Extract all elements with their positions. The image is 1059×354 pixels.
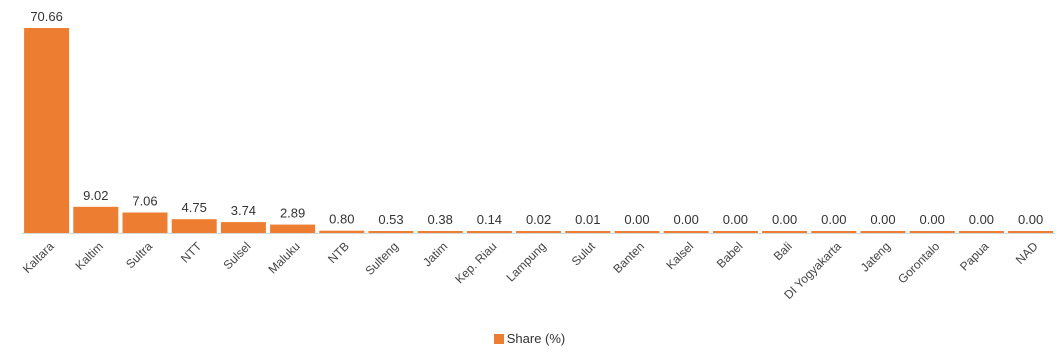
value-label: 0.00	[1018, 212, 1043, 227]
value-label: 0.53	[378, 212, 403, 227]
bar-chart: 70.66 9.02 7.06 4.75 3.74 2.89 0.80 0.53 0.38 0.1…	[20, 9, 1056, 302]
category-label: Babel	[714, 239, 746, 271]
bar-ntb	[319, 230, 365, 233]
bar-gorontalo	[909, 231, 955, 233]
value-label: 0.00	[870, 212, 895, 227]
bar-kep-riau	[466, 231, 512, 233]
value-label: 0.00	[821, 212, 846, 227]
category-label: Lampung	[503, 239, 548, 284]
category-label: Sulsel	[221, 239, 254, 272]
bar-papua	[958, 231, 1004, 233]
bars-group	[24, 28, 1054, 233]
value-label: 0.00	[920, 212, 945, 227]
value-label: 4.75	[182, 200, 207, 215]
legend-swatch	[493, 334, 504, 344]
category-label: Kaltim	[72, 239, 105, 272]
category-label: Kaltara	[20, 239, 57, 276]
category-label: Bali	[771, 239, 795, 263]
category-label: Jateng	[858, 239, 893, 274]
category-label: Kalsel	[663, 239, 696, 272]
value-label: 0.01	[575, 212, 600, 227]
value-label: 0.00	[674, 212, 699, 227]
category-label: NTT	[178, 239, 205, 266]
value-label: 0.80	[329, 212, 354, 227]
category-label: Sulut	[569, 239, 599, 269]
value-label: 0.14	[477, 212, 502, 227]
bar-di-yogyakarta	[811, 231, 857, 233]
bar-sulteng	[368, 231, 414, 233]
bar-sultra	[122, 212, 168, 233]
category-label: Gorontalo	[895, 239, 942, 286]
category-label: NAD	[1013, 239, 1041, 267]
bar-sulut	[565, 231, 611, 233]
category-label: Kep. Riau	[452, 239, 499, 286]
value-label: 0.38	[428, 212, 453, 227]
category-label: Sulteng	[362, 239, 401, 278]
category-label: Jatim	[420, 239, 450, 269]
bar-kalsel	[663, 231, 709, 233]
value-label: 9.02	[83, 188, 108, 203]
bar-lampung	[516, 231, 562, 233]
bar-maluku	[270, 224, 316, 233]
value-label: 0.00	[969, 212, 994, 227]
bar-bali	[762, 231, 808, 233]
category-labels-group: Kaltara Kaltim Sultra NTT Sulsel Maluku NTB Sul…	[20, 239, 1041, 302]
bar-jateng	[860, 231, 906, 233]
bar-kaltim	[73, 206, 119, 233]
category-label: Banten	[610, 239, 647, 276]
category-label: Sultra	[123, 239, 155, 271]
value-label: 0.00	[624, 212, 649, 227]
legend: Share (%)	[0, 331, 1059, 346]
bar-ntt	[171, 219, 217, 233]
bar-kaltara	[24, 28, 70, 233]
category-label: Maluku	[265, 239, 302, 276]
value-label: 0.02	[526, 212, 551, 227]
bar-babel	[712, 231, 758, 233]
bar-jatim	[417, 231, 463, 233]
value-label: 0.00	[772, 212, 797, 227]
category-label: NTB	[325, 239, 352, 266]
value-label: 2.89	[280, 206, 305, 221]
bar-nad	[1008, 231, 1054, 233]
category-label: Papua	[957, 239, 992, 274]
value-label: 0.00	[723, 212, 748, 227]
legend-label: Share (%)	[506, 331, 566, 346]
value-label: 3.74	[231, 203, 256, 218]
value-label: 7.06	[132, 194, 157, 209]
bar-banten	[614, 231, 660, 233]
value-label: 70.66	[30, 9, 63, 24]
value-labels-group: 70.66 9.02 7.06 4.75 3.74 2.89 0.80 0.53 0.38 0.1…	[30, 9, 1043, 227]
bar-sulsel	[220, 222, 266, 233]
